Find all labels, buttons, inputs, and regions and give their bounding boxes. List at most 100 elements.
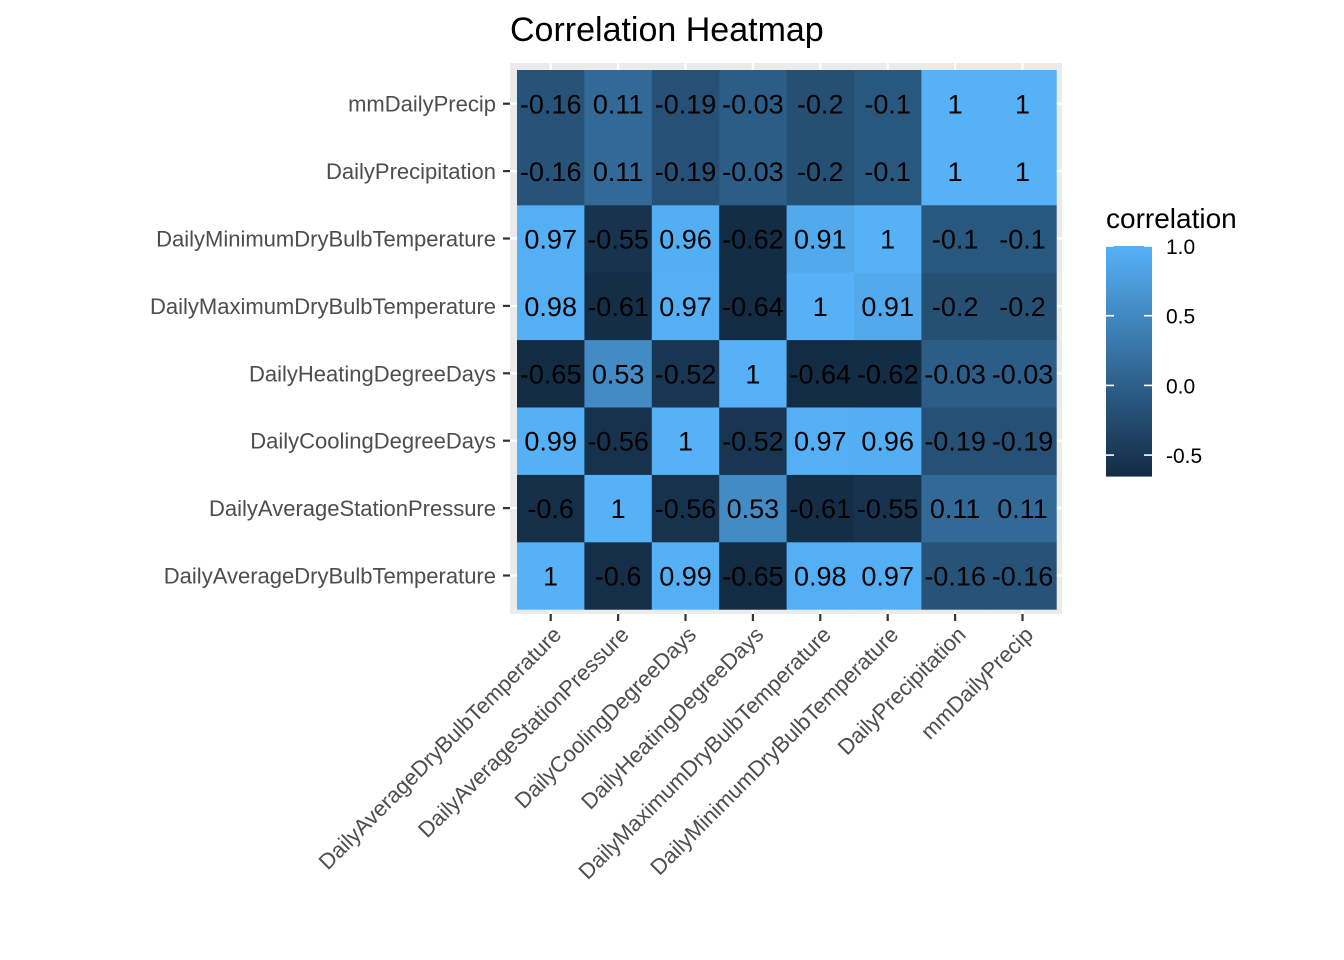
x-axis-tick-label: DailyMinimumDryBulbTemperature	[645, 622, 903, 880]
legend-colorbar-segment	[1106, 456, 1152, 462]
legend-colorbar-segment	[1106, 272, 1152, 278]
heatmap-cell	[651, 407, 720, 475]
heatmap-cell	[786, 204, 855, 273]
heatmap-cell	[584, 204, 653, 273]
legend-colorbar-segment	[1106, 426, 1152, 431]
legend-colorbar-segment	[1106, 303, 1152, 308]
legend-colorbar-segment	[1106, 330, 1152, 335]
heatmap-cell	[786, 474, 855, 543]
legend-colorbar-segment	[1106, 445, 1152, 450]
heatmap-cell	[719, 272, 788, 341]
heatmap-cell	[988, 204, 1057, 273]
chart-title: Correlation Heatmap	[510, 11, 824, 49]
cell-value-label: -0.19	[655, 90, 717, 120]
heatmap-cell	[854, 204, 922, 273]
legend-colorbar-segment	[1106, 322, 1152, 328]
legend-colorbar-segment	[1106, 372, 1152, 377]
heatmap-cell	[921, 204, 990, 273]
legend-colorbar-segment	[1106, 422, 1152, 427]
heatmap-cell	[651, 339, 720, 408]
cell-value-label: -0.56	[655, 494, 717, 524]
cell-value-label: -0.52	[655, 359, 717, 389]
cell-value-label: 0.97	[861, 562, 914, 592]
cell-value-label: -0.56	[587, 427, 649, 457]
x-axis-tick-label: DailyMaximumDryBulbTemperature	[574, 622, 836, 884]
cell-value-label: -0.61	[587, 292, 649, 322]
cell-value-label: 1	[745, 359, 760, 389]
cell-value-label: 0.98	[794, 562, 847, 592]
y-axis-tick-label: DailyAverageDryBulbTemperature	[164, 564, 496, 589]
cell-value-label: 1	[678, 427, 693, 457]
heatmap-cell	[921, 272, 990, 341]
legend-colorbar-segment	[1106, 357, 1152, 362]
legend-colorbar-segment	[1106, 318, 1152, 324]
heatmap-cell	[584, 474, 653, 543]
legend-colorbar-segment	[1106, 334, 1152, 339]
heatmap-cell	[854, 272, 922, 341]
cell-value-label: -0.62	[857, 359, 919, 389]
cell-value-label: 0.97	[524, 225, 577, 255]
heatmap-cell	[921, 541, 990, 610]
cell-value-label: -0.6	[595, 562, 642, 592]
legend-colorbar-segment	[1106, 295, 1152, 301]
heatmap-cell	[988, 339, 1057, 408]
cell-value-label: -0.61	[790, 494, 852, 524]
heatmap-cell	[921, 70, 990, 138]
legend-colorbar-segment	[1106, 437, 1152, 443]
legend: correlation 1.0 0.5 0.0 -0.5	[1106, 203, 1237, 477]
cell-value-label: -0.6	[527, 494, 574, 524]
cell-value-label: -0.03	[992, 359, 1054, 389]
cell-value-label: 0.91	[861, 292, 914, 322]
legend-colorbar-segment	[1106, 253, 1152, 259]
legend-colorbar-segment	[1106, 249, 1152, 255]
cell-value-label: -0.55	[857, 494, 919, 524]
cell-value-label: -0.52	[722, 427, 784, 457]
heatmap-cell	[786, 70, 855, 138]
cell-value-label: -0.2	[999, 292, 1046, 322]
legend-colorbar-segment	[1106, 460, 1152, 466]
legend-colorbar-segment	[1106, 284, 1152, 289]
cell-value-label: 0.97	[659, 292, 712, 322]
heatmap-cell	[517, 204, 585, 273]
cell-value-label: 0.53	[592, 359, 645, 389]
legend-colorbar-segment	[1106, 269, 1152, 274]
y-axis-tick-label: DailyPrecipitation	[326, 159, 496, 184]
cell-value-label: -0.1	[864, 157, 911, 187]
y-axis-tick-label: DailyHeatingDegreeDays	[249, 361, 496, 386]
cell-value-label: -0.19	[924, 427, 986, 457]
legend-colorbar-segment	[1106, 395, 1152, 400]
x-axis-tick-label: DailyPrecipitation	[833, 622, 971, 760]
heatmap-cell	[517, 70, 585, 138]
legend-colorbar-segment	[1106, 376, 1152, 381]
legend-colorbar-segment	[1106, 361, 1152, 366]
cell-value-label: 1	[1015, 90, 1030, 120]
heatmap-cell	[719, 137, 788, 206]
legend-colorbar-segment	[1106, 368, 1152, 374]
heatmap-cell	[854, 541, 922, 610]
cell-value-label: -0.55	[587, 225, 649, 255]
cell-value-label: -0.1	[864, 90, 911, 120]
cell-value-label: 1	[1015, 157, 1030, 187]
cell-value-label: 0.11	[997, 494, 1048, 524]
legend-colorbar-segment	[1106, 353, 1152, 358]
legend-colorbar-segment	[1106, 464, 1152, 469]
cell-value-label: -0.03	[722, 90, 784, 120]
legend-colorbar-segment	[1106, 246, 1152, 251]
legend-colorbar-segment	[1106, 307, 1152, 312]
heatmap-cell	[786, 339, 855, 408]
heatmap-cell	[719, 541, 788, 610]
cell-value-label: -0.16	[992, 562, 1054, 592]
heatmap-cells: 1 -0.6 0.99 -0.65 0.98 0.97 -0.16 -0.16-0.6 1 -0.…	[517, 70, 1057, 610]
y-axis-tick-label: DailyMinimumDryBulbTemperature	[156, 227, 496, 252]
legend-colorbar-segment	[1106, 403, 1152, 408]
legend-colorbar-segment	[1106, 433, 1152, 439]
legend-tick-label: 1.0	[1166, 236, 1195, 259]
cell-value-label: 0.98	[524, 292, 577, 322]
legend-colorbar-segment	[1106, 276, 1152, 282]
heatmap-cell	[719, 204, 788, 273]
legend-colorbar-segment	[1106, 280, 1152, 285]
heatmap-cell	[786, 407, 855, 475]
legend-colorbar-segment	[1106, 387, 1152, 393]
cell-value-label: -0.64	[790, 359, 852, 389]
cell-value-label: 1	[611, 494, 626, 524]
